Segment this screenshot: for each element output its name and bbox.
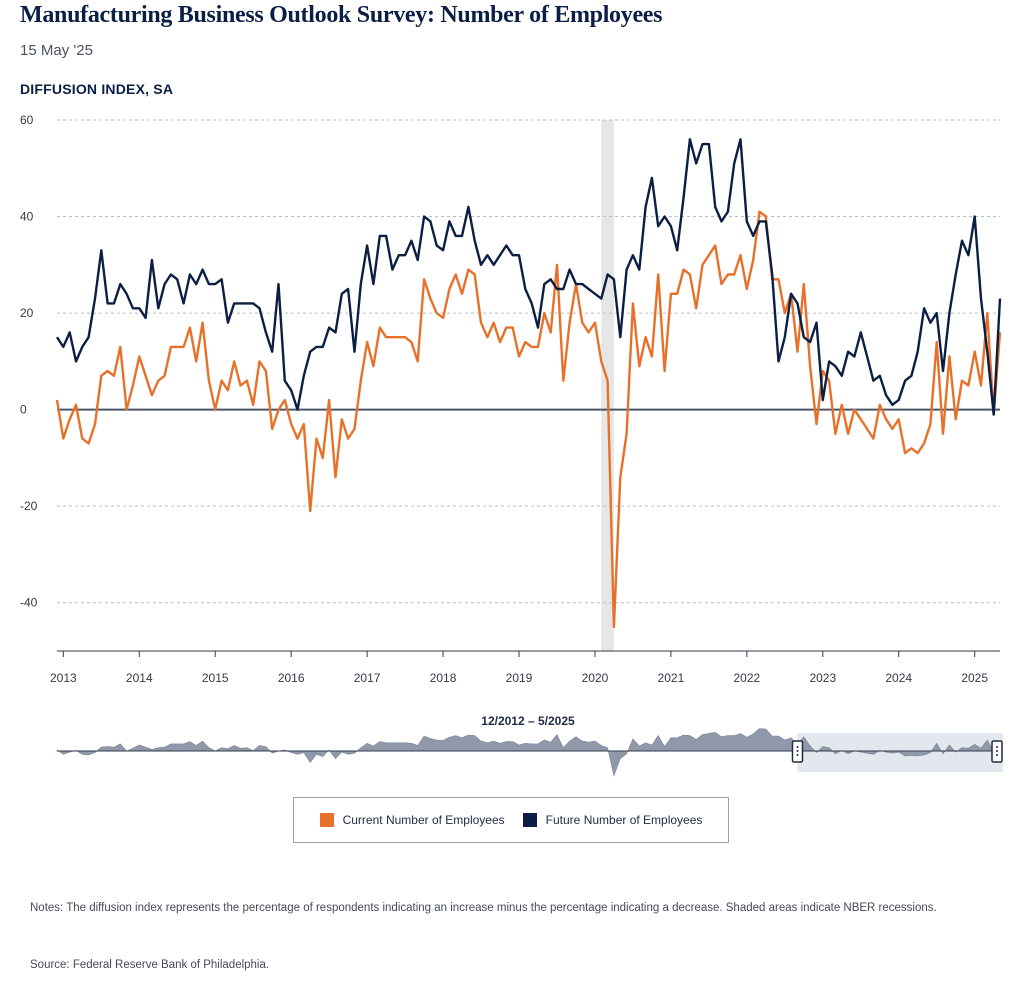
- navigator-range-label: 12/2012 – 5/2025: [481, 714, 575, 728]
- x-tick-label: 2023: [809, 671, 836, 685]
- x-tick-label: 2018: [430, 671, 457, 685]
- x-tick-label: 2021: [658, 671, 685, 685]
- x-tick-label: 2017: [354, 671, 381, 685]
- legend-item-current[interactable]: Current Number of Employees: [319, 813, 505, 827]
- y-tick-label: 0: [20, 403, 27, 417]
- x-axis: 2013 2014 2015 2016 2017 2018 2019 2020 2021 2022…: [50, 650, 1000, 685]
- x-tick-label: 2016: [278, 671, 305, 685]
- y-tick-label: -20: [20, 499, 38, 513]
- y-tick-label: -40: [20, 596, 38, 610]
- chart-date: 15 May '25: [20, 42, 93, 59]
- grid-layer: 60 40 20 0 -20 -40: [20, 113, 1000, 610]
- future-swatch-icon: [522, 813, 537, 827]
- chart-title: Manufacturing Business Outlook Survey: N…: [20, 2, 663, 28]
- legend-current-label: Current Number of Employees: [342, 813, 505, 827]
- chart-source: Source: Federal Reserve Bank of Philadel…: [30, 959, 270, 971]
- current-swatch-icon: [319, 813, 334, 827]
- x-tick-label: 2024: [885, 671, 912, 685]
- legend: Current Number of Employees Future Numbe…: [293, 797, 729, 843]
- chart-notes: Notes: The diffusion index represents th…: [30, 902, 937, 914]
- x-tick-label: 2015: [202, 671, 229, 685]
- x-tick-label: 2019: [506, 671, 533, 685]
- y-tick-label: 40: [20, 210, 34, 224]
- navigator-area: [56, 728, 1001, 777]
- x-tick-label: 2022: [733, 671, 760, 685]
- navigator-handle-right[interactable]: [991, 740, 1003, 763]
- series-future-line[interactable]: [55, 138, 1002, 416]
- series-layer: [55, 138, 1002, 629]
- legend-item-future[interactable]: Future Number of Employees: [522, 813, 703, 827]
- navigator-handle-left[interactable]: [791, 740, 804, 763]
- legend-future-label: Future Number of Employees: [545, 813, 703, 827]
- range-navigator[interactable]: [56, 728, 1003, 777]
- y-tick-label: 60: [20, 113, 34, 127]
- x-tick-label: 2014: [126, 671, 153, 685]
- x-tick-label: 2020: [582, 671, 609, 685]
- y-tick-label: 20: [20, 306, 34, 320]
- series-current-line[interactable]: [55, 210, 1002, 629]
- x-tick-label: 2025: [961, 671, 988, 685]
- x-tick-label: 2013: [50, 671, 77, 685]
- y-axis-label: DIFFUSION INDEX, SA: [20, 81, 174, 97]
